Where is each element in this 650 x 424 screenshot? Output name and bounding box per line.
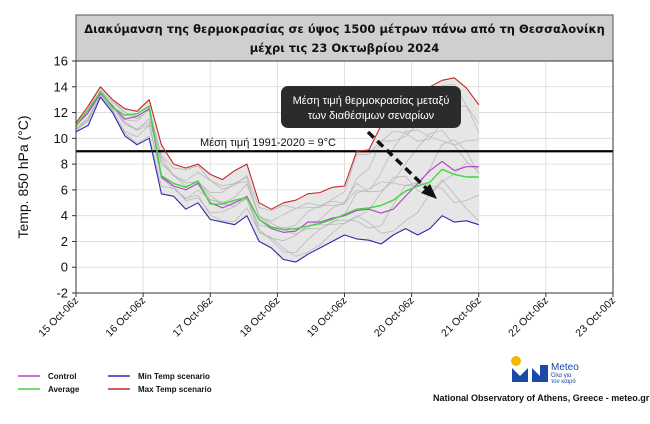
sun-icon [511, 356, 521, 366]
legend-label: Average [48, 385, 80, 394]
x-tick-label: 17 Oct-06z [171, 295, 216, 340]
legend-label: Control [48, 372, 76, 381]
meteo-m-icon [512, 365, 548, 382]
y-tick-label: 4 [61, 208, 68, 223]
y-tick-label: 6 [61, 182, 68, 197]
ensemble-member-line [75, 89, 480, 235]
x-axis: 15 Oct-06z 16 Oct-06z 17 Oct-06z 18 Oct-06z… [36, 293, 618, 339]
x-tick-label: 23 Oct-00z [573, 295, 618, 340]
callout: Μέση τιμή θερμοκρασίας μεταξύ των διαθέσ… [281, 86, 461, 199]
x-tick-label: 22 Oct-06z [506, 295, 551, 340]
logo-tagline-2: τον καιρό [551, 378, 576, 385]
y-tick-label: 0 [61, 260, 68, 275]
y-tick-label: 8 [61, 157, 68, 172]
x-tick-label: 15 Oct-06z [36, 295, 81, 340]
y-tick-label: -2 [56, 286, 68, 301]
credit-text: National Observatory of Athens, Greece -… [433, 393, 650, 403]
y-tick-label: 2 [61, 234, 68, 249]
series-line-min-temp-scenario [75, 96, 479, 263]
ensemble-member-line [75, 94, 479, 253]
ensemble-member-line [75, 84, 480, 212]
title-box [75, 14, 614, 62]
y-axis: -2 0 2 4 6 8 10 12 14 16 [54, 54, 76, 301]
callout-arrow-head [421, 184, 437, 199]
ensemble-member-line [75, 90, 479, 230]
callout-line-1: Μέση τιμή θερμοκρασίας μεταξύ [293, 95, 450, 107]
chart-title-line-2: μέχρι τις 23 Οκτωβρίου 2024 [250, 41, 440, 55]
callout-line-2: των διαθέσιμων σεναρίων [308, 110, 435, 122]
y-tick-label: 14 [54, 79, 68, 94]
y-tick-label: 12 [54, 105, 68, 120]
reference-line-label: Μέση τιμή 1991-2020 = 9°C [200, 137, 336, 149]
chart-title-line-1: Διακύμανση της θερμοκρασίας σε ύψος 1500… [84, 22, 605, 36]
legend-label: Min Temp scenario [138, 372, 210, 381]
scenario-spread [76, 77, 479, 263]
legend-label: Max Temp scenario [138, 385, 212, 394]
y-axis-label: Temp. 850 hPa (°C) [15, 115, 31, 238]
spread-area [76, 77, 479, 263]
callout-arrow-shaft [366, 130, 430, 192]
callout-box [281, 86, 461, 128]
series-line-average [75, 91, 479, 231]
x-tick-label: 18 Oct-06z [238, 295, 283, 340]
logo-tagline-1: Όλα για [550, 373, 572, 379]
meteo-logo: Meteo Όλα για τον καιρό [511, 356, 579, 385]
x-tick-label: 19 Oct-06z [305, 295, 350, 340]
ensemble-member-line [75, 93, 479, 242]
x-tick-label: 20 Oct-06z [372, 295, 417, 340]
x-tick-label: 21 Oct-06z [439, 295, 484, 340]
series-line-control [75, 92, 479, 233]
y-tick-label: 10 [54, 131, 68, 146]
y-tick-label: 16 [54, 54, 68, 69]
legend: Control Min Temp scenario Average Max Temp … [18, 372, 212, 394]
x-tick-label: 16 Oct-06z [103, 295, 148, 340]
ensemble-member-line [75, 93, 480, 257]
logo-name: Meteo [551, 362, 579, 373]
